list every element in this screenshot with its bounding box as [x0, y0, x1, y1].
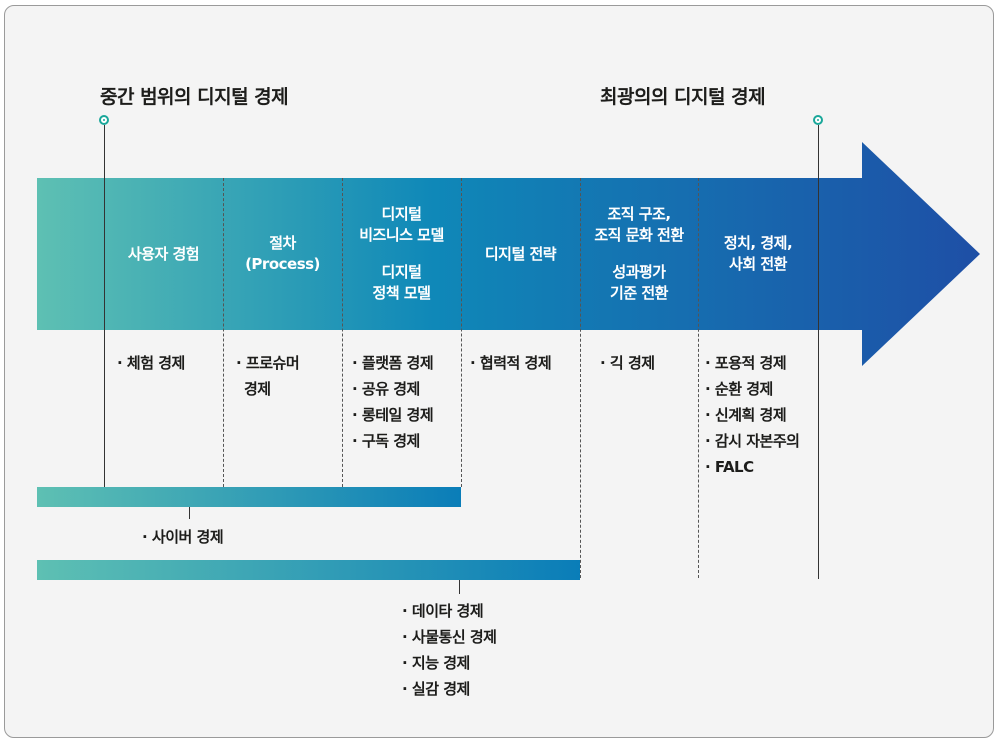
- list-item: · 신계획 경제: [705, 406, 787, 424]
- bar-cyber: [37, 487, 461, 507]
- list-item: · 긱 경제: [600, 354, 655, 372]
- divider-1: [223, 178, 224, 487]
- col-4-items: · 협력적 경제: [470, 350, 552, 376]
- list-item: · 지능 경제: [402, 654, 470, 672]
- title-line: 디지털: [381, 205, 422, 223]
- header-broadest: 최광의의 디지털 경제: [600, 86, 766, 108]
- title-line: 조직 구조,: [607, 205, 671, 223]
- cyber-economy-label: · 사이버 경제: [142, 524, 224, 550]
- title-line: 사회 전환: [729, 255, 787, 273]
- pin-right-icon: [813, 115, 823, 125]
- list-item: · 플랫폼 경제: [352, 354, 434, 372]
- list-item: · 프로슈머: [236, 354, 300, 372]
- list-item: · 체험 경제: [117, 354, 185, 372]
- list-item: · 롱테일 경제: [352, 406, 434, 424]
- header-mid-range: 중간 범위의 디지털 경제: [100, 86, 289, 108]
- divider-5: [698, 178, 699, 578]
- title-line: 절차: [269, 234, 296, 252]
- list-item: · 사물통신 경제: [402, 628, 497, 646]
- list-item: · 포용적 경제: [705, 354, 787, 372]
- title-line: 사용자 경험: [127, 244, 200, 263]
- divider-3: [461, 178, 462, 487]
- divider-2: [342, 178, 343, 487]
- bar-data: [37, 560, 580, 580]
- col-process-title: 절차 (Process): [223, 178, 342, 330]
- list-item: · 감시 자본주의: [705, 432, 800, 450]
- list-item: · 순환 경제: [705, 380, 773, 398]
- divider-4: [580, 178, 581, 578]
- col-6-items: · 포용적 경제 · 순환 경제 · 신계획 경제 · 감시 자본주의 · FA…: [705, 350, 800, 480]
- line-right: [818, 125, 819, 579]
- title-line: 비즈니스 모델: [359, 226, 444, 244]
- col-business-model-title: 디지털 비즈니스 모델 디지털 정책 모델: [342, 178, 461, 330]
- title-line: 성과평가: [612, 263, 666, 281]
- col-5-items: · 긱 경제: [600, 350, 655, 376]
- title-line: 정치, 경제,: [723, 234, 793, 252]
- list-item: · 구독 경제: [352, 432, 420, 450]
- line-left: [104, 125, 105, 487]
- col-1-items: · 체험 경제: [117, 350, 185, 376]
- list-item: 경제: [244, 380, 271, 398]
- cyber-tick: [189, 507, 190, 519]
- list-item: · 실감 경제: [402, 680, 470, 698]
- title-line: (Process): [245, 255, 320, 273]
- list-item: · 공유 경제: [352, 380, 420, 398]
- arrow-shape: [37, 142, 980, 366]
- title-line: 정책 모델: [372, 284, 431, 302]
- title-line: 디지털: [381, 263, 422, 281]
- title-line: 조직 문화 전환: [594, 226, 684, 244]
- col-user-experience-title: 사용자 경험: [104, 178, 223, 330]
- list-item: · FALC: [705, 458, 754, 476]
- pin-left-icon: [99, 115, 109, 125]
- col-digital-strategy-title: 디지털 전략: [461, 178, 580, 330]
- col-politics-title: 정치, 경제, 사회 전환: [698, 178, 818, 330]
- col-org-structure-title: 조직 구조, 조직 문화 전환 성과평가 기준 전환: [580, 178, 698, 330]
- data-economy-items: · 데이타 경제 · 사물통신 경제 · 지능 경제 · 실감 경제: [402, 598, 497, 702]
- title-line: 기준 전환: [610, 284, 668, 302]
- col-2-items: · 프로슈머 경제: [236, 350, 300, 402]
- data-tick: [459, 580, 460, 594]
- list-item: · 협력적 경제: [470, 354, 552, 372]
- list-item: · 사이버 경제: [142, 528, 224, 546]
- diagram-frame: [4, 5, 994, 738]
- title-line: 디지털 전략: [484, 244, 557, 263]
- list-item: · 데이타 경제: [402, 602, 484, 620]
- col-3-items: · 플랫폼 경제 · 공유 경제 · 롱테일 경제 · 구독 경제: [352, 350, 434, 454]
